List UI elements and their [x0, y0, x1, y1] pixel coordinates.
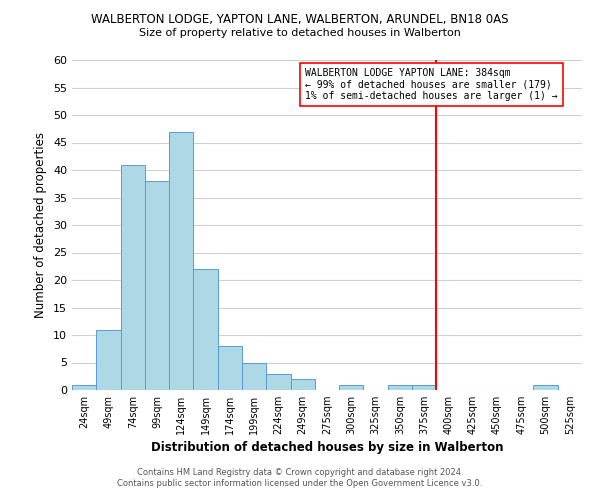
Text: WALBERTON LODGE, YAPTON LANE, WALBERTON, ARUNDEL, BN18 0AS: WALBERTON LODGE, YAPTON LANE, WALBERTON,…: [91, 12, 509, 26]
Bar: [533, 384, 558, 390]
Bar: [121, 164, 145, 390]
Bar: [169, 132, 193, 390]
Bar: [72, 384, 96, 390]
Text: Size of property relative to detached houses in Walberton: Size of property relative to detached ho…: [139, 28, 461, 38]
Bar: [412, 384, 436, 390]
Bar: [242, 362, 266, 390]
Bar: [388, 384, 412, 390]
Bar: [193, 269, 218, 390]
Y-axis label: Number of detached properties: Number of detached properties: [34, 132, 47, 318]
Bar: [290, 379, 315, 390]
Text: Contains HM Land Registry data © Crown copyright and database right 2024.
Contai: Contains HM Land Registry data © Crown c…: [118, 468, 482, 487]
Bar: [145, 181, 169, 390]
Bar: [266, 374, 290, 390]
Bar: [218, 346, 242, 390]
Bar: [96, 330, 121, 390]
Bar: [339, 384, 364, 390]
X-axis label: Distribution of detached houses by size in Walberton: Distribution of detached houses by size …: [151, 442, 503, 454]
Text: WALBERTON LODGE YAPTON LANE: 384sqm
← 99% of detached houses are smaller (179)
1: WALBERTON LODGE YAPTON LANE: 384sqm ← 99…: [305, 68, 558, 102]
